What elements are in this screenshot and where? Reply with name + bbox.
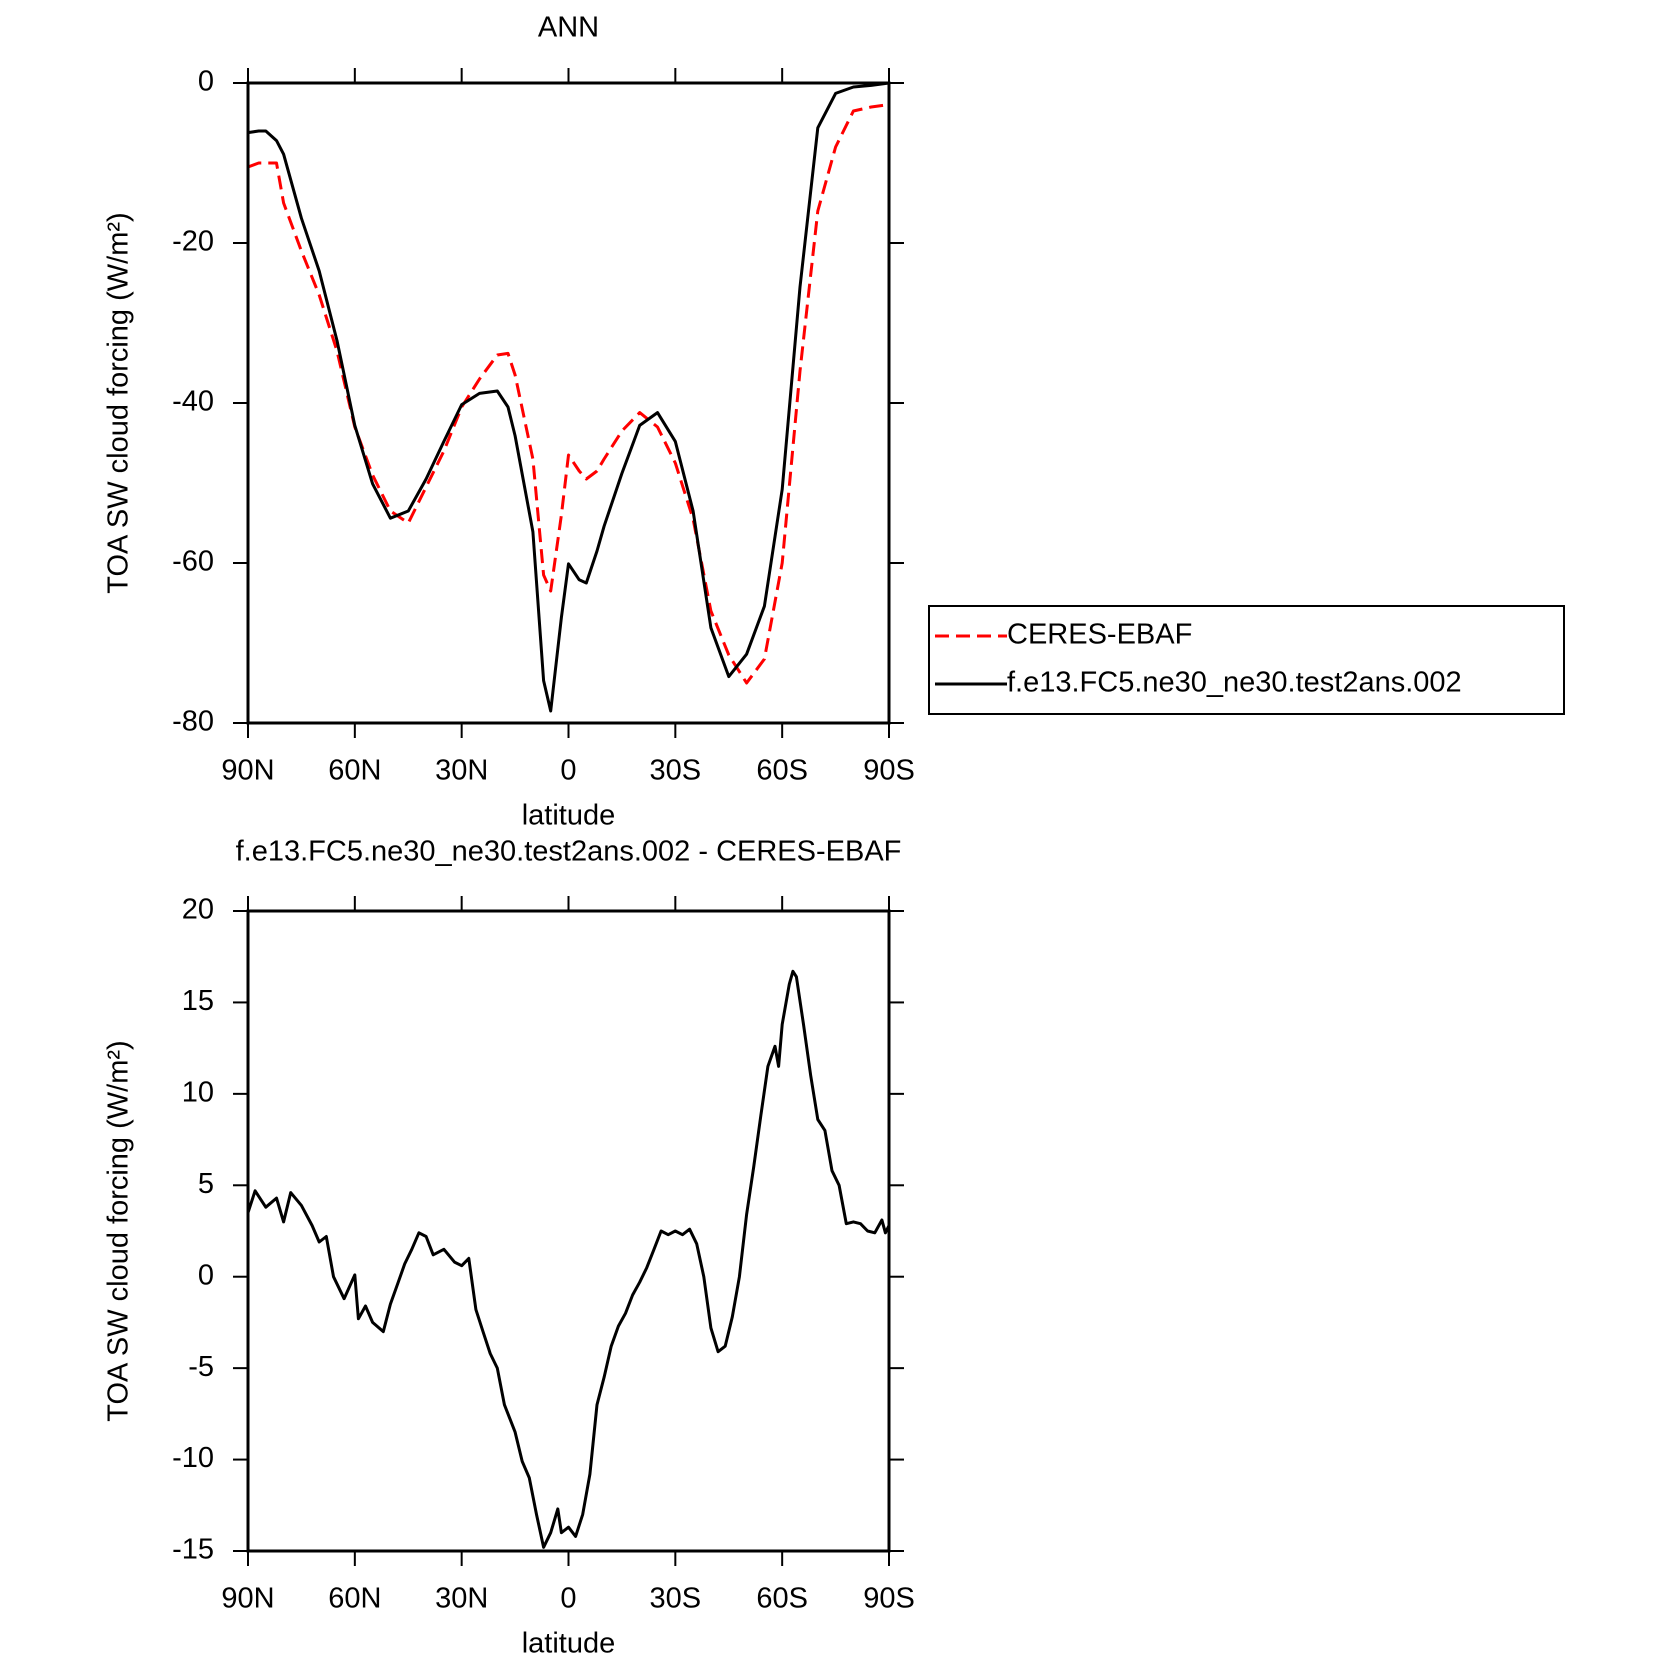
x-axis-label: latitude	[522, 800, 616, 832]
plot-frame	[246, 909, 891, 1553]
x-tick-label: 30S	[650, 755, 702, 787]
y-tick-label: -60	[172, 546, 214, 578]
x-tick-label: 60N	[328, 1583, 381, 1615]
x-tick-label: 60S	[756, 1583, 808, 1615]
data-line	[247, 103, 890, 685]
y-tick-label: 0	[198, 66, 214, 98]
y-axis-label: TOA SW cloud forcing (W/m²)	[103, 1040, 135, 1421]
x-tick-label: 90S	[863, 1583, 915, 1615]
y-tick-label: -20	[172, 226, 214, 258]
x-tick-label: 0	[560, 755, 576, 787]
y-tick-label: 0	[198, 1259, 214, 1291]
legend-label: f.e13.FC5.ne30_ne30.test2ans.002	[1007, 667, 1462, 699]
y-tick-label: 10	[182, 1077, 214, 1109]
data-line	[247, 81, 890, 713]
x-tick-label: 90N	[221, 755, 274, 787]
y-tick-label: -10	[172, 1442, 214, 1474]
y-tick-label: 20	[182, 894, 214, 926]
x-tick-label: 90S	[863, 755, 915, 787]
x-tick-label: 30S	[650, 1583, 702, 1615]
chart-title: ANN	[538, 12, 599, 44]
x-tick-label: 30N	[435, 1583, 488, 1615]
legend-label: CERES-EBAF	[1007, 619, 1192, 651]
y-tick-label: 5	[198, 1168, 214, 1200]
legend-box	[928, 605, 1565, 715]
x-tick-label: 90N	[221, 1583, 274, 1615]
chart-title: f.e13.FC5.ne30_ne30.test2ans.002 - CERES…	[236, 836, 902, 868]
y-tick-label: -15	[172, 1534, 214, 1566]
y-tick-label: 15	[182, 985, 214, 1017]
x-tick-label: 60S	[756, 755, 808, 787]
x-tick-label: 0	[560, 1583, 576, 1615]
x-tick-label: 60N	[328, 755, 381, 787]
x-axis-label: latitude	[522, 1628, 616, 1658]
y-tick-label: -80	[172, 706, 214, 738]
x-tick-label: 30N	[435, 755, 488, 787]
data-line	[246, 969, 891, 1549]
plot-frame	[246, 81, 891, 725]
y-tick-label: -40	[172, 386, 214, 418]
y-tick-label: -5	[188, 1351, 214, 1383]
y-axis-label: TOA SW cloud forcing (W/m²)	[103, 212, 135, 593]
